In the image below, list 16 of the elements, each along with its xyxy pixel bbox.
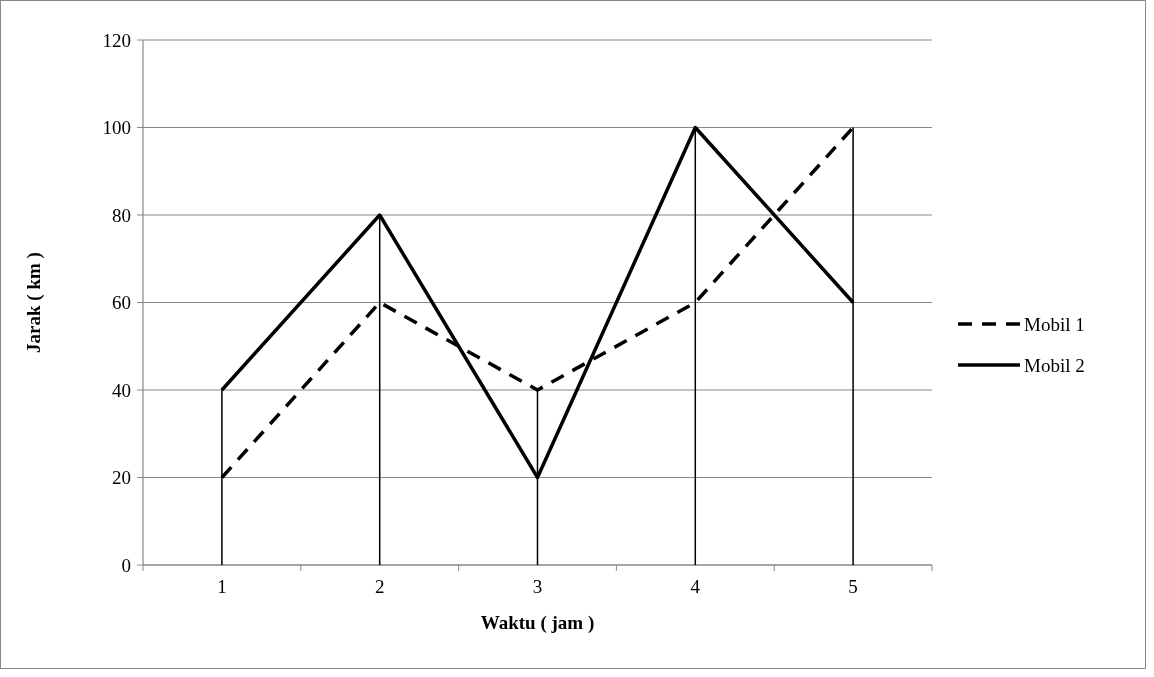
y-tick-label: 60 (112, 292, 131, 314)
x-tick-label: 5 (848, 576, 858, 597)
x-axis-title: Waktu ( jam ) (480, 612, 595, 634)
x-tick-label: 1 (217, 576, 227, 597)
x-tick-label: 3 (532, 576, 543, 597)
y-tick-label: 80 (112, 204, 131, 226)
y-tick-label: 20 (112, 467, 131, 489)
legend-label: Mobil 2 (1024, 354, 1085, 376)
x-tick-label: 2 (374, 576, 385, 597)
y-tick-label: 100 (102, 117, 131, 139)
x-tick-label: 4 (690, 576, 701, 597)
y-tick-label: 0 (121, 554, 131, 576)
y-axis-title: Jarak ( km ) (23, 252, 45, 353)
y-tick-label: 40 (112, 379, 131, 401)
legend-label: Mobil 1 (1024, 313, 1085, 335)
y-tick-label: 120 (102, 29, 131, 51)
